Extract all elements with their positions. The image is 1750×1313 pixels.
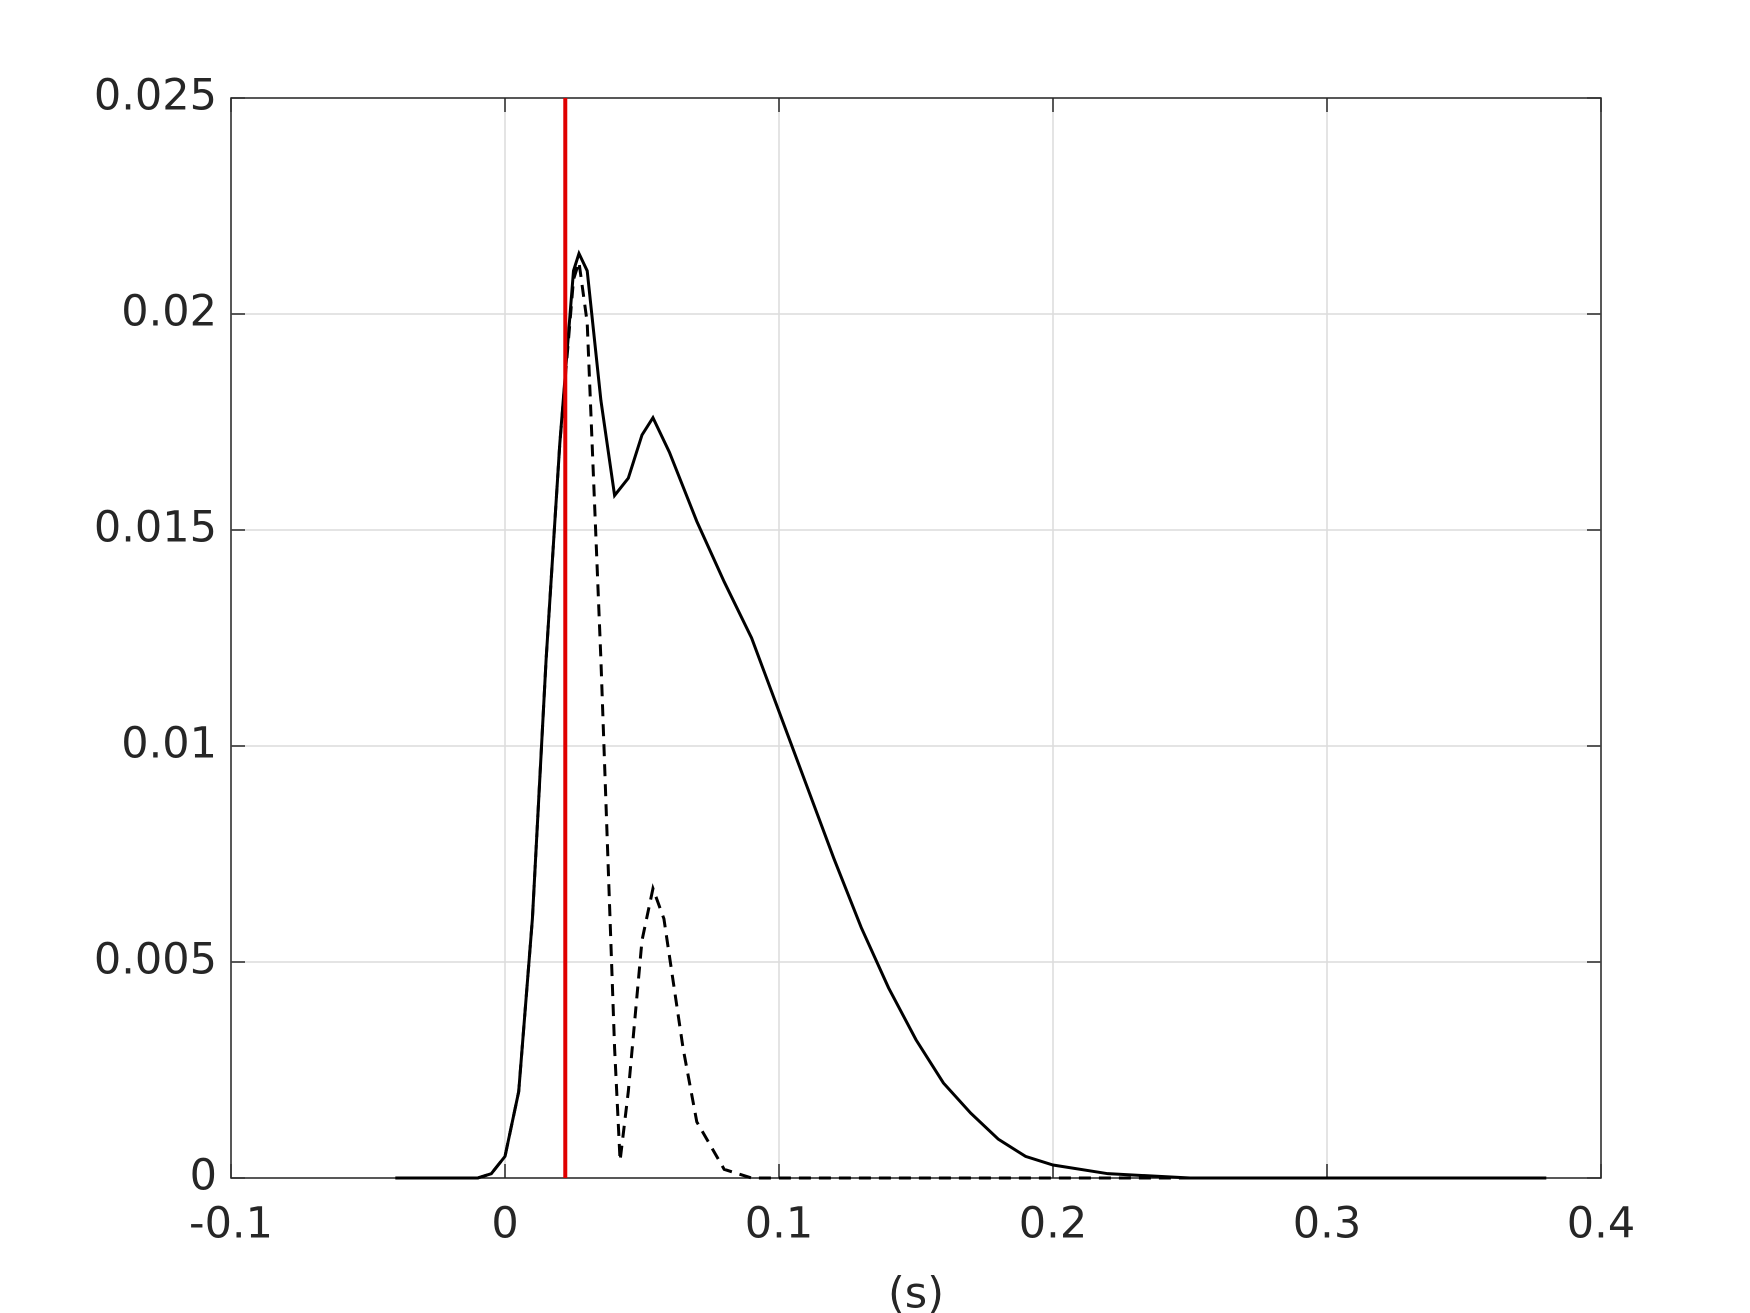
x-tick-label: 0.3: [1293, 1199, 1361, 1249]
x-tick-label: 0.1: [745, 1199, 813, 1249]
y-tick-label: 0.015: [94, 503, 217, 553]
axes-box: [230, 97, 1602, 1179]
series-line: [395, 249, 1547, 1180]
x-tick-label: -0.1: [189, 1199, 273, 1249]
y-tick-label: 0.01: [121, 719, 217, 769]
x-tick-label: 0.2: [1019, 1199, 1087, 1249]
x-axis-label: (s): [888, 1269, 944, 1313]
y-tick-label: 0.02: [121, 287, 217, 337]
series-line: [395, 261, 1547, 1180]
y-tick-label: 0: [190, 1151, 217, 1201]
y-tick-label: 0.005: [94, 935, 217, 985]
x-tick-label: 0: [491, 1199, 518, 1249]
x-tick-label: 0.4: [1567, 1199, 1635, 1249]
y-tick-label: 0.025: [94, 71, 217, 121]
